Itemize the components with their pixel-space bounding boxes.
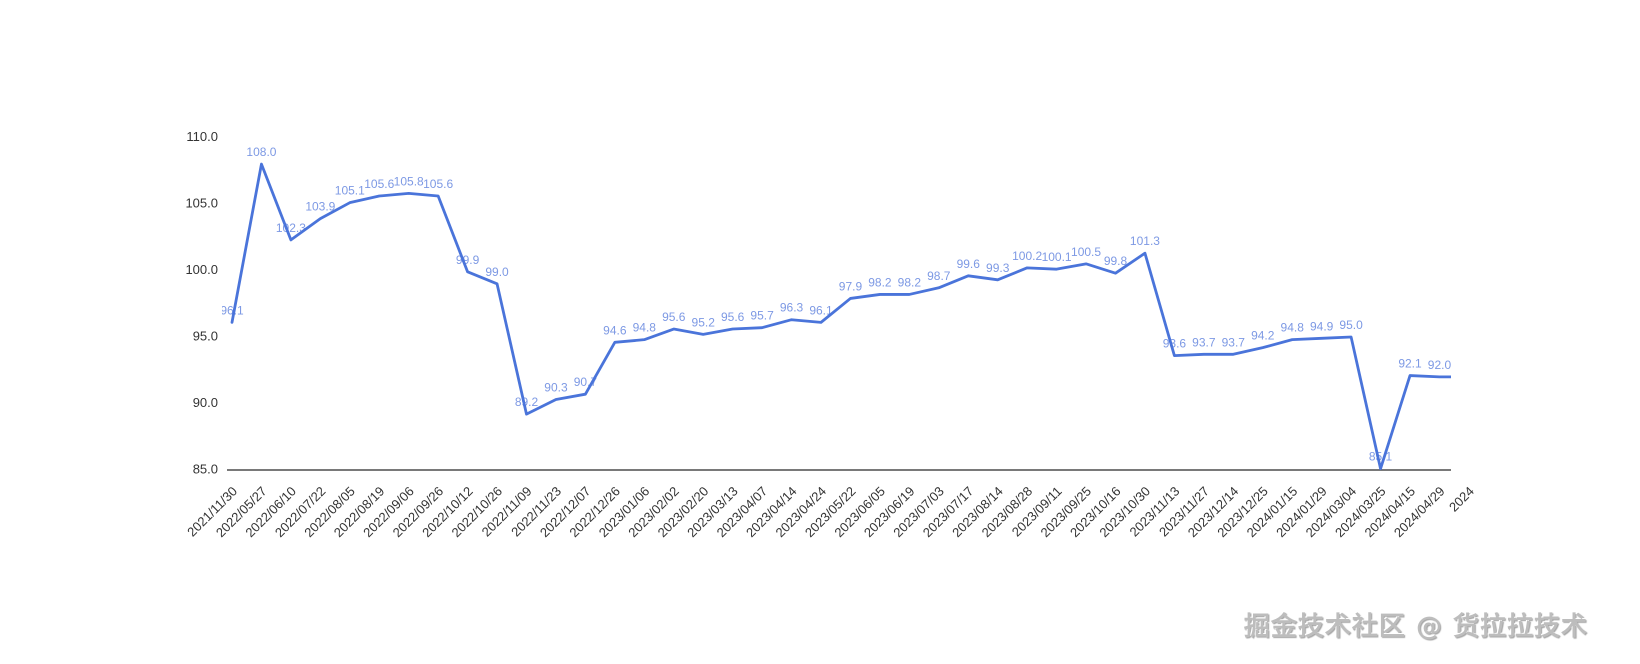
data-point-label: 94.6 [603, 323, 627, 337]
data-point-label: 93.7 [1222, 335, 1246, 349]
y-axis-tick-label: 110.0 [186, 129, 218, 144]
data-point-label: 100.1 [1042, 250, 1072, 264]
y-axis-tick-label: 105.0 [185, 195, 218, 210]
data-point-label: 95.6 [721, 310, 745, 324]
data-point-label: 95.0 [1339, 318, 1363, 332]
data-point-label: 94.9 [1310, 319, 1334, 333]
data-point-label: 92.1 [1398, 357, 1422, 371]
data-point-label: 96.3 [780, 301, 804, 315]
data-point-label: 89.2 [515, 395, 539, 409]
data-point-label: 98.2 [868, 275, 892, 289]
y-axis-tick-label: 100.0 [185, 262, 218, 277]
data-point-label: 99.9 [456, 253, 480, 267]
data-point-label: 93.6 [1163, 337, 1187, 351]
data-point-label: 98.2 [898, 275, 922, 289]
data-point-label: 94.8 [633, 321, 657, 335]
data-point-label: 105.8 [394, 174, 424, 188]
data-point-label: 95.2 [692, 315, 716, 329]
data-point-label: 99.0 [485, 265, 509, 279]
data-point-label: 94.8 [1281, 321, 1305, 335]
watermark-text: 掘金技术社区 @ 货拉拉技术 [1243, 612, 1588, 642]
data-point-label: 95.6 [662, 310, 686, 324]
y-axis-tick-label: 95.0 [193, 328, 218, 343]
data-point-label: 99.3 [986, 261, 1010, 275]
data-point-label: 95.7 [750, 309, 774, 323]
data-point-label: 105.6 [423, 177, 453, 191]
data-point-label: 108.0 [246, 145, 276, 159]
series-line [230, 162, 1451, 471]
data-point-label: 98.7 [927, 269, 951, 283]
data-point-label: 105.6 [364, 177, 394, 191]
data-point-label: 92.0 [1428, 358, 1452, 372]
x-axis-tick-label: 2024 [1446, 484, 1477, 515]
data-point-label: 96.1 [809, 303, 833, 317]
data-point-label: 99.6 [957, 257, 981, 271]
data-point-label: 85.1 [1369, 450, 1393, 464]
data-point-label: 100.5 [1071, 245, 1101, 259]
data-point-label: 103.9 [305, 200, 335, 214]
data-point-label: 97.9 [839, 279, 863, 293]
y-axis-tick-label: 85.0 [193, 461, 218, 476]
data-point-label: 94.2 [1251, 329, 1275, 343]
data-point-label: 105.1 [335, 184, 365, 198]
data-point-label: 99.8 [1104, 254, 1128, 268]
data-point-label: 100.2 [1012, 249, 1042, 263]
y-axis-tick-label: 90.0 [193, 395, 218, 410]
data-point-label: 93.7 [1192, 335, 1216, 349]
data-point-label: 101.3 [1130, 234, 1160, 248]
data-point-label: 90.3 [544, 381, 568, 395]
